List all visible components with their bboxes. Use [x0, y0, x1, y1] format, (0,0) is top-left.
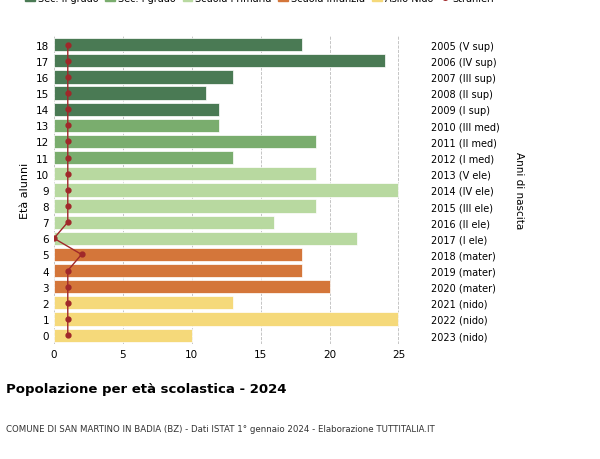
- Y-axis label: Anni di nascita: Anni di nascita: [514, 152, 523, 229]
- Bar: [54, 280, 329, 294]
- Bar: [54, 39, 302, 52]
- Bar: [54, 297, 233, 310]
- Bar: [54, 232, 357, 246]
- Bar: [54, 168, 316, 181]
- Bar: [54, 329, 192, 342]
- Bar: [54, 135, 316, 149]
- Bar: [54, 55, 385, 68]
- Text: Popolazione per età scolastica - 2024: Popolazione per età scolastica - 2024: [6, 382, 287, 396]
- Bar: [54, 119, 220, 133]
- Y-axis label: Età alunni: Età alunni: [20, 162, 31, 218]
- Text: COMUNE DI SAN MARTINO IN BADIA (BZ) - Dati ISTAT 1° gennaio 2024 - Elaborazione : COMUNE DI SAN MARTINO IN BADIA (BZ) - Da…: [6, 425, 435, 433]
- Bar: [54, 200, 316, 213]
- Bar: [54, 184, 398, 197]
- Bar: [54, 248, 302, 262]
- Bar: [54, 216, 274, 230]
- Bar: [54, 151, 233, 165]
- Bar: [54, 71, 233, 84]
- Legend: Sec. II grado, Sec. I grado, Scuola Primaria, Scuola Infanzia, Asilo Nido, Stran: Sec. II grado, Sec. I grado, Scuola Prim…: [25, 0, 494, 4]
- Bar: [54, 313, 398, 326]
- Bar: [54, 264, 302, 278]
- Bar: [54, 103, 220, 117]
- Bar: [54, 87, 206, 101]
